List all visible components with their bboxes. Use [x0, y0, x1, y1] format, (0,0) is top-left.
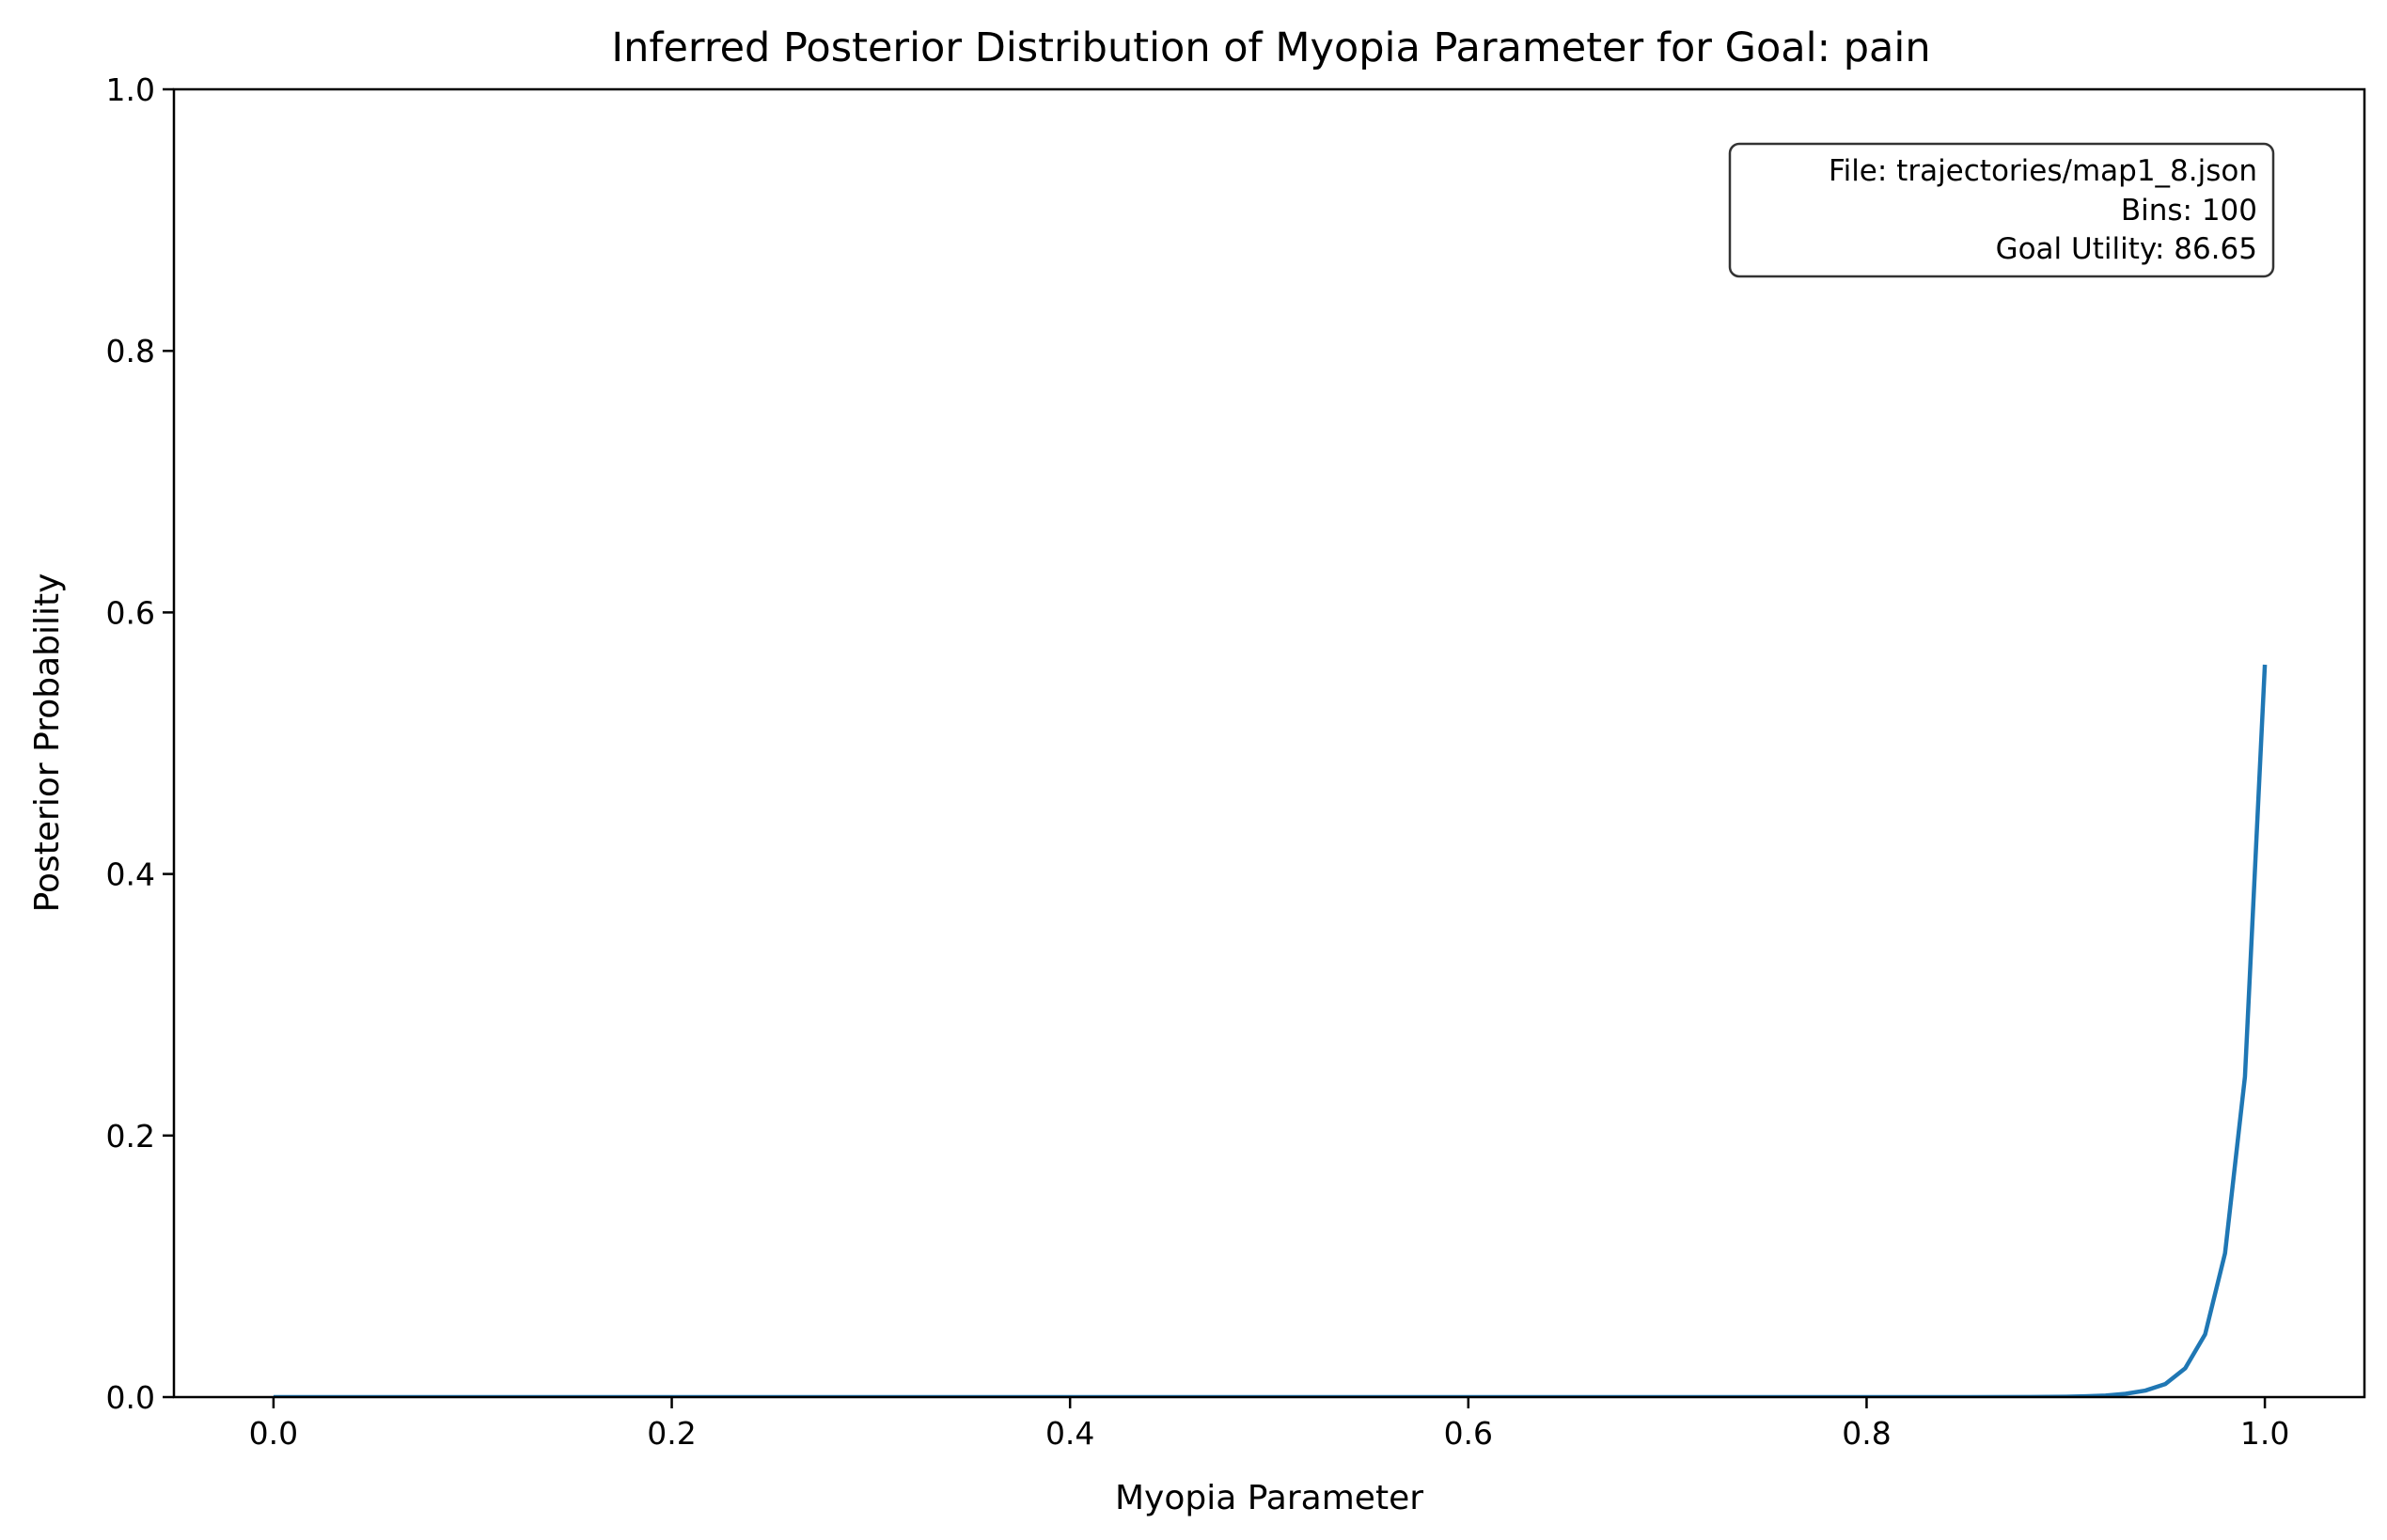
info-box-frame: [1728, 142, 2275, 278]
y-tick-label: 0.2: [106, 1118, 155, 1155]
x-axis-label: Myopia Parameter: [1115, 1479, 1423, 1517]
info-box: File: trajectories/map1_8.json Bins: 100…: [1728, 142, 2275, 278]
x-tick-label: 0.0: [249, 1415, 298, 1452]
chart-title: Inferred Posterior Distribution of Myopi…: [611, 24, 1930, 71]
series-line: [273, 664, 2268, 1397]
info-goal-utility: Goal Utility: 86.65: [1996, 232, 2257, 266]
info-bins: Bins: 100: [2121, 194, 2257, 228]
y-tick-label: 0.4: [106, 856, 155, 893]
x-tick-label: 0.2: [647, 1415, 696, 1452]
y-tick-label: 1.0: [106, 71, 155, 108]
x-tick-label: 0.4: [1045, 1415, 1094, 1452]
x-tick-label: 0.6: [1444, 1415, 1493, 1452]
x-tick-label: 0.8: [1842, 1415, 1891, 1452]
ticks: 0.0 0.2 0.4 0.6 0.8 1.0 0.0 0.2 0.4 0.6 0.8 1.0: [106, 71, 2290, 1452]
y-tick-label: 0.0: [106, 1379, 155, 1416]
y-axis-label: Posterior Probability: [28, 574, 67, 913]
y-tick-label: 0.8: [106, 333, 155, 369]
info-file: File: trajectories/map1_8.json: [1829, 154, 2257, 188]
plot-frame: [172, 87, 2366, 1399]
x-tick-label: 1.0: [2240, 1415, 2289, 1452]
y-tick-label: 0.6: [106, 594, 155, 631]
